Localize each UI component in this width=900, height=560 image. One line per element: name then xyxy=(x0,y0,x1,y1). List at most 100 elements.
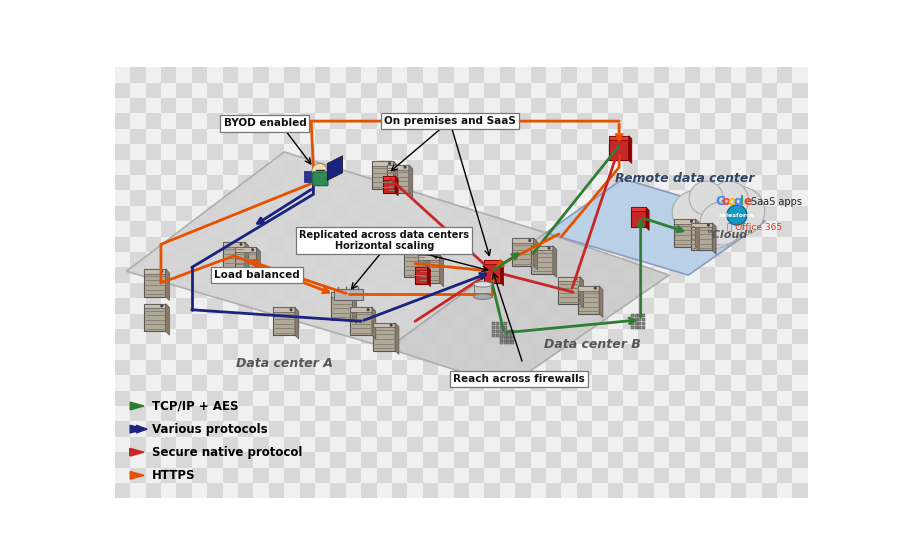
Bar xyxy=(300,237,315,252)
Circle shape xyxy=(290,308,292,311)
Bar xyxy=(577,206,592,221)
Bar xyxy=(330,67,346,83)
Bar xyxy=(808,375,824,391)
Bar xyxy=(592,375,608,391)
Bar xyxy=(562,190,577,206)
Bar xyxy=(623,268,638,283)
Bar xyxy=(653,283,669,298)
Circle shape xyxy=(403,166,407,169)
Bar xyxy=(392,175,408,190)
FancyBboxPatch shape xyxy=(331,292,353,320)
Polygon shape xyxy=(553,246,557,277)
Bar xyxy=(669,468,685,483)
Bar xyxy=(269,483,284,498)
Bar xyxy=(608,175,623,190)
Bar xyxy=(484,206,500,221)
Polygon shape xyxy=(256,248,260,279)
Bar xyxy=(423,144,438,160)
Bar xyxy=(146,391,161,406)
Bar xyxy=(761,406,777,422)
Bar xyxy=(346,268,361,283)
Bar xyxy=(115,237,130,252)
Bar xyxy=(500,391,515,406)
Bar xyxy=(254,221,269,237)
Bar xyxy=(300,98,315,113)
Bar xyxy=(546,329,562,344)
Bar xyxy=(685,360,700,375)
Bar xyxy=(484,83,500,98)
Bar xyxy=(500,113,515,129)
Bar xyxy=(546,298,562,314)
Bar xyxy=(376,252,392,267)
Bar xyxy=(408,406,423,422)
Bar xyxy=(392,206,408,221)
Bar xyxy=(300,406,315,422)
Bar xyxy=(284,329,300,344)
Bar xyxy=(423,190,438,206)
Bar xyxy=(546,391,562,406)
Bar xyxy=(238,452,254,468)
Bar xyxy=(746,483,761,498)
Bar xyxy=(284,175,300,190)
Bar xyxy=(504,326,507,329)
Bar xyxy=(161,268,176,283)
Bar xyxy=(508,341,510,344)
Bar xyxy=(761,468,777,483)
Bar xyxy=(330,144,346,160)
Bar xyxy=(484,422,500,437)
Bar xyxy=(484,160,500,175)
Bar xyxy=(515,452,531,468)
Bar xyxy=(623,344,638,360)
Bar xyxy=(376,52,392,67)
Bar xyxy=(130,298,146,314)
Bar xyxy=(669,160,685,175)
Bar xyxy=(130,190,146,206)
Bar xyxy=(562,83,577,98)
Bar xyxy=(638,314,642,318)
Bar xyxy=(146,298,161,314)
Bar xyxy=(716,468,731,483)
Bar xyxy=(761,360,777,375)
Bar xyxy=(792,221,808,237)
Bar xyxy=(577,422,592,437)
Polygon shape xyxy=(534,238,537,270)
Bar xyxy=(238,252,254,267)
Bar xyxy=(792,113,808,129)
Bar xyxy=(469,406,484,422)
Polygon shape xyxy=(130,425,144,433)
Bar xyxy=(376,391,392,406)
Bar xyxy=(284,237,300,252)
Bar xyxy=(438,83,454,98)
Bar xyxy=(777,298,792,314)
Bar xyxy=(577,144,592,160)
Bar xyxy=(222,98,238,113)
Bar xyxy=(330,452,346,468)
Bar xyxy=(192,144,207,160)
Bar xyxy=(423,437,438,452)
Bar xyxy=(115,483,130,498)
Bar xyxy=(746,329,761,344)
Bar xyxy=(631,326,634,329)
Bar xyxy=(484,252,500,267)
Bar xyxy=(792,98,808,113)
Bar xyxy=(608,144,623,160)
Bar xyxy=(608,314,623,329)
Bar xyxy=(115,314,130,329)
Bar xyxy=(423,283,438,298)
Bar xyxy=(638,98,653,113)
Bar xyxy=(115,298,130,314)
Bar xyxy=(254,360,269,375)
Bar xyxy=(608,298,623,314)
Bar xyxy=(346,298,361,314)
Bar xyxy=(438,283,454,298)
Bar xyxy=(115,422,130,437)
Bar xyxy=(808,298,824,314)
Bar xyxy=(300,67,315,83)
Polygon shape xyxy=(646,207,649,231)
Bar xyxy=(438,129,454,144)
Bar xyxy=(685,452,700,468)
Bar xyxy=(346,391,361,406)
Bar xyxy=(392,268,408,283)
Bar xyxy=(361,298,376,314)
Bar xyxy=(346,422,361,437)
